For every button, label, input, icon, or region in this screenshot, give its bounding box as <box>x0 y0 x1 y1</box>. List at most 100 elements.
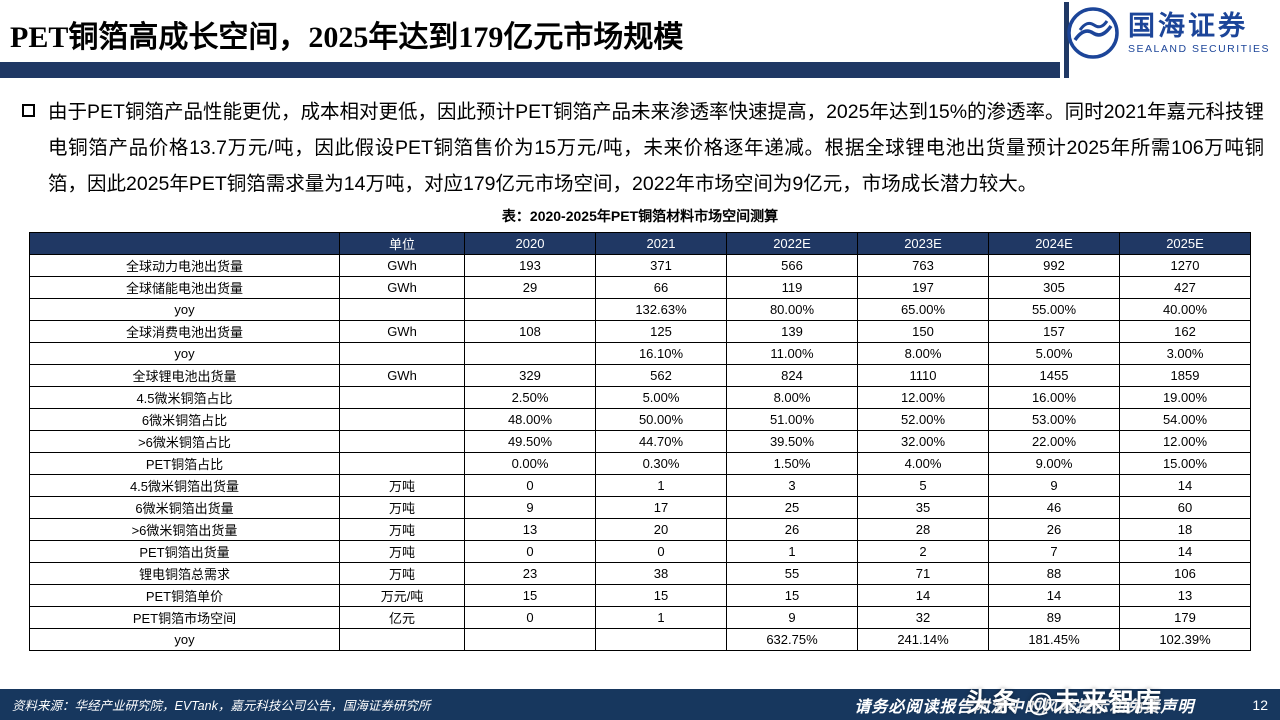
table-cell: 38 <box>595 562 727 585</box>
table-cell <box>339 408 465 431</box>
table-cell: 1.50% <box>726 452 858 475</box>
table-cell: GWh <box>339 320 465 343</box>
watermark-text: 头条 @未来智库 <box>965 687 1162 717</box>
table-cell: 181.45% <box>988 628 1120 651</box>
row-label: >6微米铜箔出货量 <box>29 518 340 541</box>
company-logo: 国海证券 SEALAND SECURITIES <box>1066 6 1270 60</box>
table-cell: 241.14% <box>857 628 989 651</box>
table-cell: 197 <box>857 276 989 299</box>
table-cell: 763 <box>857 254 989 277</box>
table-cell: 51.00% <box>726 408 858 431</box>
logo-company-name: 国海证券 <box>1128 11 1249 41</box>
table-cell: 15 <box>595 584 727 607</box>
table-cell: 562 <box>595 364 727 387</box>
table-cell: 139 <box>726 320 858 343</box>
table-row: 6微米铜箔出货量 万吨 9 17 25 35 46 60 <box>29 496 1251 519</box>
table-cell: 44.70% <box>595 430 727 453</box>
column-header: 2024E <box>988 232 1120 255</box>
row-label: PET铜箔占比 <box>29 452 340 475</box>
table-cell: 71 <box>857 562 989 585</box>
row-label: 6微米铜箔占比 <box>29 408 340 431</box>
table-cell: 0 <box>464 606 596 629</box>
table-cell: 1270 <box>1119 254 1251 277</box>
table-cell: 55.00% <box>988 298 1120 321</box>
table-cell: 9 <box>726 606 858 629</box>
table-cell: 16.10% <box>595 342 727 365</box>
table-cell: 49.50% <box>464 430 596 453</box>
row-label: PET铜箔出货量 <box>29 540 340 563</box>
sealand-logo-icon <box>1066 6 1120 60</box>
table-row: PET铜箔占比 0.00% 0.30% 1.50% 4.00% 9.00% 15.00% <box>29 452 1251 475</box>
table-cell: 66 <box>595 276 727 299</box>
table-cell: 427 <box>1119 276 1251 299</box>
row-label: 全球动力电池出货量 <box>29 254 340 277</box>
table-cell: 305 <box>988 276 1120 299</box>
table-cell: 16.00% <box>988 386 1120 409</box>
table-cell: 32 <box>857 606 989 629</box>
table-header-row: 单位 2020 2021 2022E 2023E 2024E 2025E <box>29 232 1251 255</box>
header-vertical-bar <box>1064 2 1069 78</box>
row-label: 4.5微米铜箔占比 <box>29 386 340 409</box>
table-cell: 1 <box>595 606 727 629</box>
footer-disclaimer-text: 请务必阅读报告附注中的风险提示和免责声明 <box>854 698 1195 716</box>
table-cell: GWh <box>339 254 465 277</box>
table-cell: 40.00% <box>1119 298 1251 321</box>
table-cell: 824 <box>726 364 858 387</box>
table-cell: 102.39% <box>1119 628 1251 651</box>
table-cell: 3 <box>726 474 858 497</box>
table-cell: 15 <box>464 584 596 607</box>
table-cell: 65.00% <box>857 298 989 321</box>
table-cell: 万吨 <box>339 540 465 563</box>
table-cell: 0.00% <box>464 452 596 475</box>
table-cell: 80.00% <box>726 298 858 321</box>
table-cell: 亿元 <box>339 606 465 629</box>
table-cell: 50.00% <box>595 408 727 431</box>
table-cell: 39.50% <box>726 430 858 453</box>
page-title: PET铜箔高成长空间，2025年达到179亿元市场规模 <box>10 21 684 54</box>
table-row: 6微米铜箔占比 48.00% 50.00% 51.00% 52.00% 53.00% 54.… <box>29 408 1251 431</box>
table-cell <box>339 628 465 651</box>
table-cell: 18 <box>1119 518 1251 541</box>
column-header: 2025E <box>1119 232 1251 255</box>
table-cell <box>339 452 465 475</box>
row-label: yoy <box>29 298 340 321</box>
table-cell: 13 <box>464 518 596 541</box>
page-number: 12 <box>1252 696 1268 713</box>
table-row: >6微米铜箔出货量 万吨 13 20 26 28 26 18 <box>29 518 1251 541</box>
bullet-square-icon <box>22 104 35 117</box>
table-cell: 566 <box>726 254 858 277</box>
table-row: 全球消费电池出货量 GWh 108 125 139 150 157 162 <box>29 320 1251 343</box>
table-cell: 89 <box>988 606 1120 629</box>
table-cell <box>339 386 465 409</box>
table-cell: 119 <box>726 276 858 299</box>
table-cell: 5 <box>857 474 989 497</box>
table-cell: 14 <box>1119 474 1251 497</box>
row-label: PET铜箔市场空间 <box>29 606 340 629</box>
table-row: 全球动力电池出货量 GWh 193 371 566 763 992 1270 <box>29 254 1251 277</box>
column-header: 单位 <box>339 232 465 255</box>
table-cell: 157 <box>988 320 1120 343</box>
table-cell: 9 <box>464 496 596 519</box>
table-row: 4.5微米铜箔出货量 万吨 0 1 3 5 9 14 <box>29 474 1251 497</box>
table-cell: 万元/吨 <box>339 584 465 607</box>
table-cell: 20 <box>595 518 727 541</box>
table-cell: 88 <box>988 562 1120 585</box>
table-row: 全球储能电池出货量 GWh 29 66 119 197 305 427 <box>29 276 1251 299</box>
table-cell: 15 <box>726 584 858 607</box>
table-cell: 1859 <box>1119 364 1251 387</box>
table-row: 全球锂电池出货量 GWh 329 562 824 1110 1455 1859 <box>29 364 1251 387</box>
table-cell: 193 <box>464 254 596 277</box>
table-cell: 13 <box>1119 584 1251 607</box>
table-cell: 1 <box>595 474 727 497</box>
table-row: yoy 632.75% 241.14% 181.45% 102.39% <box>29 628 1251 651</box>
table-cell: 53.00% <box>988 408 1120 431</box>
table-cell: 14 <box>988 584 1120 607</box>
column-header: 2022E <box>726 232 858 255</box>
table-cell: 55 <box>726 562 858 585</box>
table-cell: 万吨 <box>339 518 465 541</box>
table-cell: 万吨 <box>339 496 465 519</box>
table-cell: 23 <box>464 562 596 585</box>
table-cell: 5.00% <box>595 386 727 409</box>
row-label: >6微米铜箔占比 <box>29 430 340 453</box>
table-cell: 25 <box>726 496 858 519</box>
